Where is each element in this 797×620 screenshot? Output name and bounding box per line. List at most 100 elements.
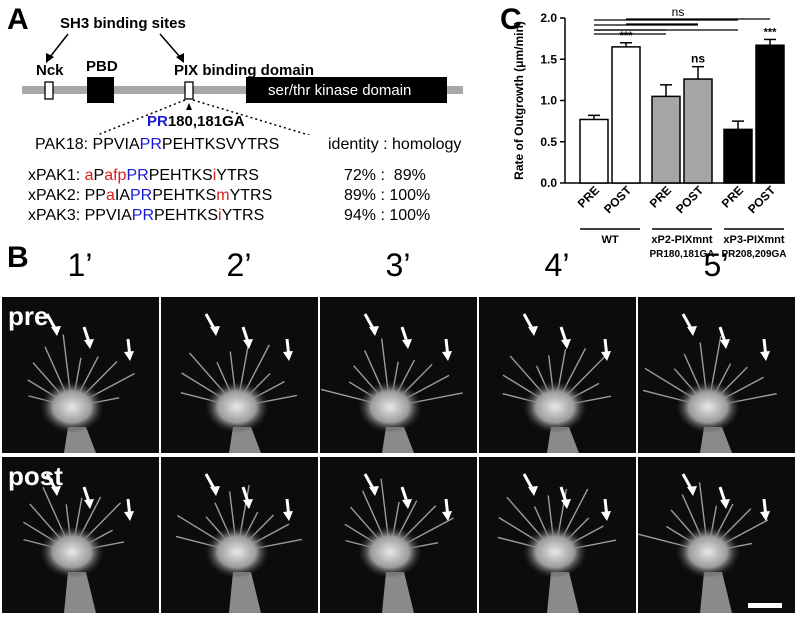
- arrow-head: [283, 511, 293, 521]
- sequence-segment: a: [105, 187, 115, 204]
- timelapse-frame: [320, 457, 477, 613]
- bar-label: PRE: [719, 183, 746, 210]
- sequence-segment: afp: [104, 167, 127, 184]
- growth-cone-image: [642, 313, 777, 453]
- arrow-head: [124, 351, 134, 361]
- growth-cone-image: [175, 473, 302, 613]
- bar-label: POST: [601, 183, 634, 216]
- xpak2-sequence: xPAK2: PPaIAPRPEHTKSmYTRS: [28, 188, 272, 204]
- arrow-head: [210, 486, 220, 496]
- pbd-label: PBD: [86, 58, 118, 75]
- sequence-segment: i: [218, 207, 222, 224]
- arrow-head: [760, 351, 770, 361]
- timelapse-frame: [638, 457, 795, 613]
- timepoint-label: 4’: [544, 247, 570, 283]
- mutation-label-rest: 180,181GA: [167, 113, 245, 130]
- timelapse-frame: [479, 297, 636, 453]
- growth-cone-image: [502, 313, 612, 453]
- timelapse-frame: [161, 297, 318, 453]
- nck-label: Nck: [36, 62, 64, 79]
- sequence-segment: YTRS: [229, 187, 273, 204]
- timelapse-frame: [638, 297, 795, 453]
- y-tick-label: 2.0: [540, 11, 557, 25]
- growth-cone-image: [23, 473, 134, 613]
- timelapse-grid: pre post: [0, 288, 797, 620]
- xpak3-sequence: xPAK3: PPVIAPRPEHTKSiYTRS: [28, 208, 264, 224]
- outgrowth-bar-chart: 0.0 0.5 1.0 1.5 2.0 Rate of Outgrowth (μm/min…: [512, 5, 787, 260]
- mutation-label: PR180,181GA: [147, 113, 245, 130]
- sequence-name: xPAK1:: [28, 167, 85, 184]
- group-label: WT: [601, 234, 618, 246]
- arrow-head: [601, 511, 611, 521]
- arrow-head: [283, 351, 293, 361]
- pak18-sequence: PAK18: PPVIAPRPEHTKSVYTRS: [35, 137, 279, 153]
- sequence-segment: PR: [139, 136, 162, 153]
- comparison-annotation: ns: [672, 5, 685, 19]
- arrow-head: [687, 486, 697, 496]
- timelapse-frame: [320, 297, 477, 453]
- arrow-head: [369, 486, 379, 496]
- arrow-head: [528, 326, 538, 336]
- sequence-segment: PEHTKS: [154, 207, 219, 224]
- panel-b-letter: B: [7, 241, 29, 274]
- arrow-head: [402, 499, 412, 509]
- timepoint-label: 2’: [226, 247, 252, 283]
- arrow-head: [402, 339, 412, 349]
- group-label: xP3-PIXmnt: [723, 234, 784, 246]
- panel-c-letter: C: [500, 3, 522, 36]
- y-axis-label: Rate of Outgrowth (μm/min): [512, 21, 526, 180]
- sequence-segment: PR: [130, 187, 153, 204]
- growth-cone-image: [27, 313, 135, 453]
- y-tick-label: 1.0: [540, 94, 557, 108]
- panel-a-letter: A: [7, 3, 29, 36]
- sequence-segment: PR: [131, 207, 154, 224]
- bar-label: POST: [673, 183, 706, 216]
- arrow-head: [51, 326, 61, 336]
- bar: [723, 128, 753, 184]
- sequence-segment: YTRS: [221, 207, 265, 224]
- growth-cone-image: [344, 473, 454, 613]
- sh3-label: SH3 binding sites: [60, 15, 186, 32]
- timepoint-label: 5’: [703, 247, 729, 283]
- arrow-head: [51, 486, 61, 496]
- sequence-segment: P: [93, 167, 105, 184]
- group-sublabel: PR180,181GA: [649, 249, 714, 260]
- sequence-segment: PP: [84, 187, 106, 204]
- row-label: pre: [8, 301, 49, 331]
- sequence-segment: i: [212, 167, 217, 184]
- arrow-head: [687, 326, 697, 336]
- timelapse-frame: [479, 457, 636, 613]
- bar-label: POST: [745, 183, 778, 216]
- sequence-segment: PPVIA: [84, 207, 132, 224]
- timepoint-label: 1’: [67, 247, 93, 283]
- group-sublabel: PR208,209GA: [721, 249, 786, 260]
- arrow-head: [720, 499, 730, 509]
- arrow-head: [760, 511, 770, 521]
- arrow-head: [442, 511, 452, 521]
- growth-cone-image: [321, 313, 463, 453]
- significance-label: ***: [764, 26, 778, 38]
- pak-domain-diagram: [22, 33, 463, 135]
- sequence-name: xPAK3:: [28, 207, 85, 224]
- sequence-name: PAK18:: [35, 136, 93, 153]
- arrow-head: [369, 326, 379, 336]
- arrow-head: [243, 339, 253, 349]
- growth-cone-image: [497, 473, 616, 613]
- pix-label: PIX binding domain: [174, 62, 314, 79]
- timepoint-label: 3’: [385, 247, 411, 283]
- bar: [611, 46, 641, 184]
- sequence-segment: PEHTKS: [152, 187, 217, 204]
- growth-cone-image: [180, 313, 298, 453]
- y-tick-label: 1.5: [540, 52, 557, 66]
- kinase-label: ser/thr kinase domain: [268, 82, 412, 99]
- bar-label: PRE: [575, 183, 602, 210]
- timelapse-frame: post: [2, 457, 159, 613]
- arrow-head: [84, 339, 94, 349]
- xpak2-identity: 89% : 100%: [344, 187, 431, 204]
- bar: [579, 118, 609, 184]
- sequence-name: xPAK2:: [28, 187, 85, 204]
- timelapse-frame: [161, 457, 318, 613]
- xpak3-identity: 94% : 100%: [344, 207, 431, 224]
- row-label: post: [8, 461, 63, 491]
- arrow-head: [442, 351, 452, 361]
